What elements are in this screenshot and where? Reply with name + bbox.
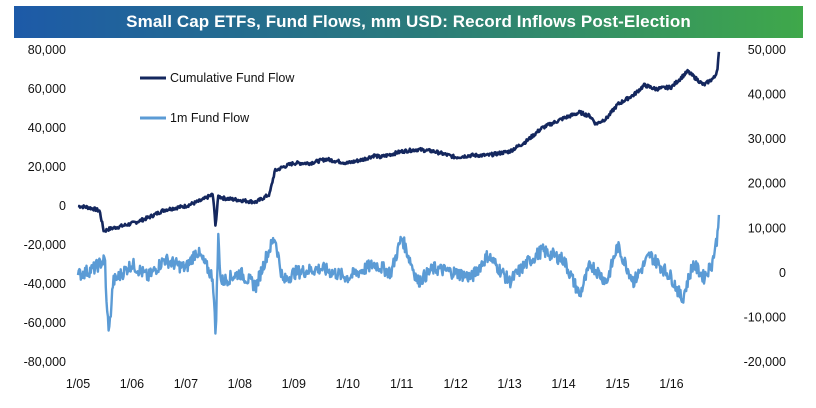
left-y-tick-label: 60,000	[28, 82, 66, 96]
x-tick-label: 1/08	[228, 377, 252, 391]
right-y-axis: 50,000 40,000 30,000 20,000 10,000 0 -10,000 -2…	[744, 43, 786, 369]
left-y-tick-label: 20,000	[28, 160, 66, 174]
x-tick-label: 1/10	[336, 377, 360, 391]
right-y-tick-label: 10,000	[748, 221, 786, 235]
x-tick-label: 1/14	[551, 377, 575, 391]
left-y-tick-label: -20,000	[24, 238, 66, 252]
x-tick-label: 1/15	[605, 377, 629, 391]
left-y-tick-label: 0	[59, 199, 66, 213]
x-tick-label: 1/13	[497, 377, 521, 391]
legend-label: Cumulative Fund Flow	[170, 71, 295, 85]
left-y-tick-label: -60,000	[24, 316, 66, 330]
left-y-axis: 80,000 60,000 40,000 20,000 0 -20,000 -40,000 -…	[24, 43, 66, 369]
left-y-tick-label: 40,000	[28, 121, 66, 135]
chart-title: Small Cap ETFs, Fund Flows, mm USD: Reco…	[126, 12, 691, 31]
monthly-fund-flow-line	[76, 214, 721, 335]
x-tick-label: 1/12	[443, 377, 467, 391]
x-tick-label: 1/06	[120, 377, 144, 391]
plot-area	[76, 51, 721, 335]
left-y-tick-label: -40,000	[24, 277, 66, 291]
x-tick-label: 1/09	[282, 377, 306, 391]
left-y-tick-label: 80,000	[28, 43, 66, 57]
right-y-tick-label: 20,000	[748, 177, 786, 191]
chart-title-bar: Small Cap ETFs, Fund Flows, mm USD: Reco…	[14, 6, 803, 38]
legend: Cumulative Fund Flow 1m Fund Flow	[140, 71, 295, 125]
cumulative-fund-flow-line	[77, 51, 721, 233]
right-y-tick-label: 40,000	[748, 88, 786, 102]
x-tick-label: 1/05	[66, 377, 90, 391]
left-y-tick-label: -80,000	[24, 355, 66, 369]
right-y-tick-label: 30,000	[748, 132, 786, 146]
right-y-tick-label: 0	[779, 266, 786, 280]
x-axis: 1/05 1/06 1/07 1/08 1/09 1/10 1/11 1/12 1/13 1/14…	[66, 377, 684, 391]
right-y-tick-label: -20,000	[744, 355, 786, 369]
right-y-tick-label: 50,000	[748, 43, 786, 57]
x-tick-label: 1/07	[174, 377, 198, 391]
x-tick-label: 1/16	[659, 377, 683, 391]
x-tick-label: 1/11	[390, 377, 413, 391]
legend-label: 1m Fund Flow	[170, 111, 250, 125]
right-y-tick-label: -10,000	[744, 310, 786, 324]
